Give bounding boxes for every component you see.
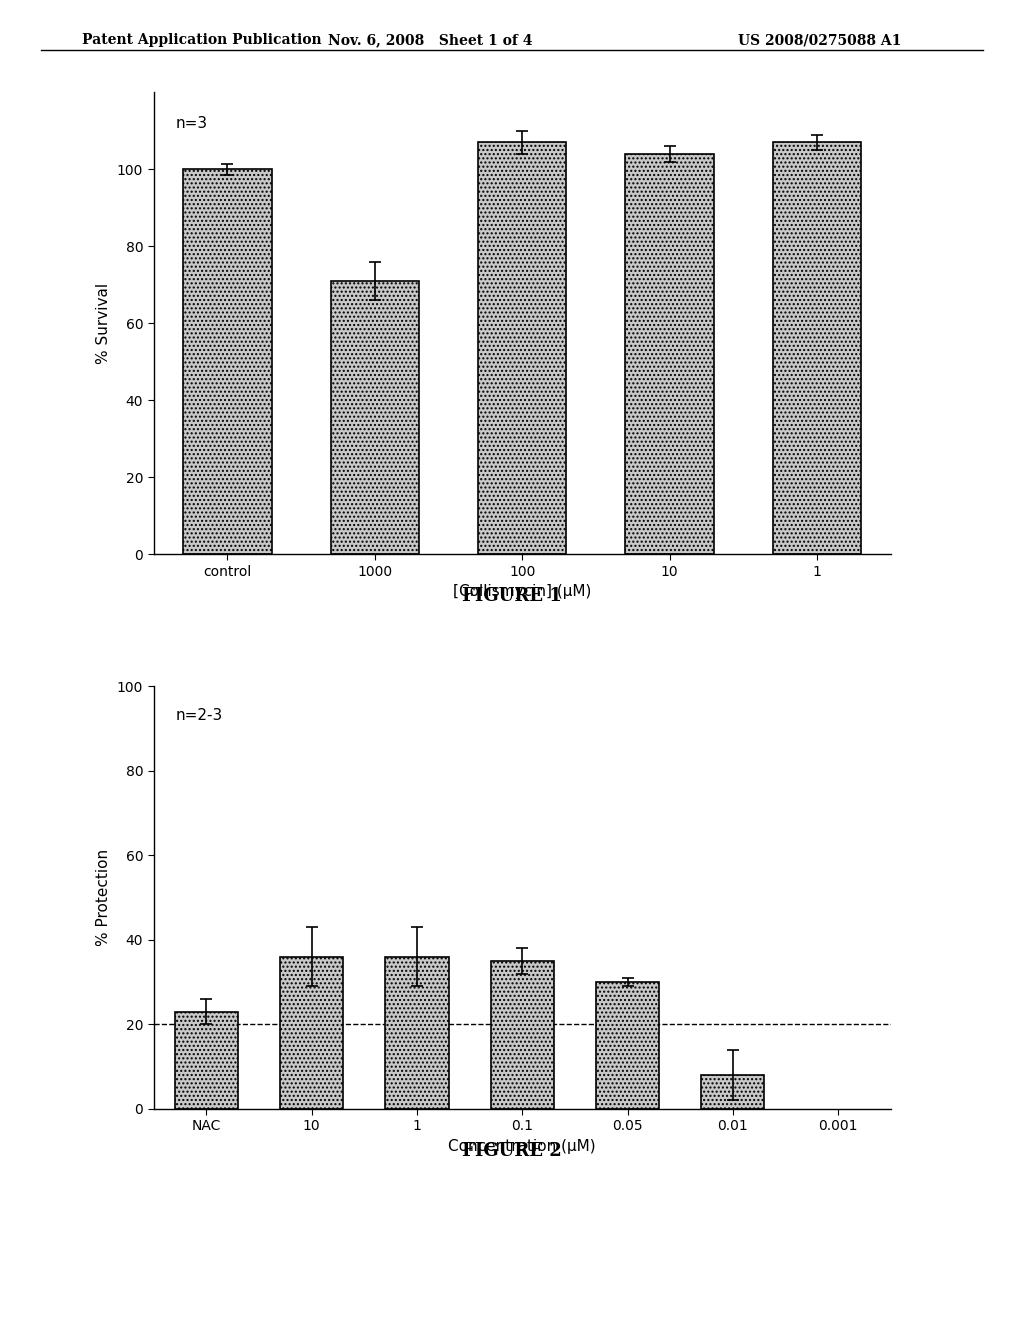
Text: n=3: n=3 — [176, 116, 208, 131]
Text: n=2-3: n=2-3 — [176, 708, 223, 722]
Bar — [626, 154, 714, 554]
Bar — [183, 169, 271, 554]
X-axis label: Concentration (μM): Concentration (μM) — [449, 1139, 596, 1154]
Bar — [331, 281, 419, 554]
Y-axis label: % Protection: % Protection — [96, 849, 112, 946]
Bar — [596, 982, 659, 1109]
Bar — [175, 1011, 238, 1109]
Bar — [280, 957, 343, 1109]
Bar — [478, 143, 566, 554]
Text: FIGURE 1: FIGURE 1 — [462, 587, 562, 606]
Bar — [773, 143, 861, 554]
Bar — [490, 961, 554, 1109]
Bar — [701, 1074, 765, 1109]
Text: Patent Application Publication: Patent Application Publication — [82, 33, 322, 48]
Bar — [385, 957, 449, 1109]
Text: Nov. 6, 2008   Sheet 1 of 4: Nov. 6, 2008 Sheet 1 of 4 — [328, 33, 532, 48]
Text: US 2008/0275088 A1: US 2008/0275088 A1 — [737, 33, 901, 48]
Text: FIGURE 2: FIGURE 2 — [462, 1142, 562, 1160]
Y-axis label: % Survival: % Survival — [96, 282, 112, 364]
X-axis label: [Collismycin] (μM): [Collismycin] (μM) — [453, 585, 592, 599]
